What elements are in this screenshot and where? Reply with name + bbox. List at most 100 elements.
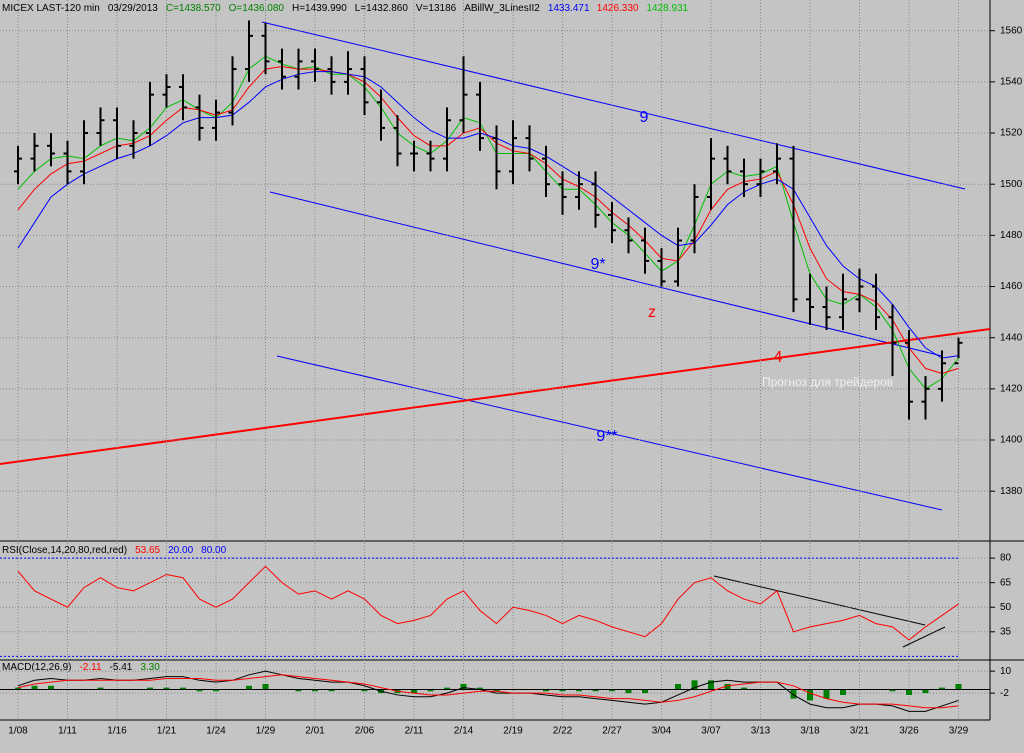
histogram-bar [922, 689, 929, 694]
histogram-bar [889, 689, 896, 692]
histogram-bar [576, 689, 582, 692]
x-tick-label: 3/21 [850, 726, 870, 737]
plot-area [0, 0, 990, 720]
histogram-bar [955, 683, 962, 690]
histogram-bar [906, 689, 912, 695]
header-item: V=13186 [416, 3, 457, 14]
y-tick-label: 1380 [1000, 486, 1023, 497]
ohlc-bar [63, 140, 72, 185]
ohlc-bar [723, 145, 732, 185]
ohlc-bar [14, 145, 22, 185]
annotation: 9** [596, 428, 617, 445]
ohlc-bar [278, 48, 286, 90]
ohlc-bar [674, 227, 682, 287]
histogram-bar [609, 689, 615, 692]
line-series [17, 55, 959, 390]
ohlc-bar [954, 337, 963, 365]
histogram-bar [31, 685, 38, 690]
ohlc-bar [212, 99, 220, 141]
ohlc-bar [377, 89, 385, 141]
ohlc-bar [393, 115, 402, 167]
y-tick-label: 1440 [1000, 332, 1023, 343]
x-tick-label: 2/14 [454, 726, 474, 737]
ohlc-bar [855, 268, 864, 313]
x-tick-label: 1/08 [8, 726, 28, 737]
ohlc-bar [129, 120, 138, 159]
ohlc-bar [410, 140, 418, 172]
ohlc-bar [525, 125, 534, 172]
panel-header: MACD(12,26,9) -2.11 -5.41 3.30 [2, 662, 160, 673]
histogram-bar [361, 689, 368, 692]
histogram-bar [708, 680, 714, 690]
header-item: L=1432.860 [355, 3, 409, 14]
x-tick-label: 1/29 [256, 726, 276, 737]
x-tick-label: 2/11 [405, 726, 424, 737]
y-tick-label: 1420 [1000, 383, 1023, 394]
header-item: 1426.330 [597, 3, 639, 14]
ohlc-bar [228, 56, 237, 126]
histogram-bar [559, 689, 566, 692]
ohlc-bar [146, 81, 154, 146]
ohlc-bar [608, 202, 616, 244]
histogram-bar [48, 685, 54, 690]
ohlc-bar [179, 74, 187, 121]
line-series [17, 71, 959, 359]
x-tick-label: 3/18 [800, 726, 820, 737]
ohlc-bar [542, 145, 550, 197]
ohlc-bar [509, 120, 517, 185]
y-tick-label: 80 [1000, 553, 1012, 564]
x-tick-label: 1/21 [157, 726, 177, 737]
histogram-bar [790, 689, 797, 699]
x-tick-label: 3/04 [652, 726, 672, 737]
ohlc-bar [641, 227, 649, 274]
annotation: 9* [590, 256, 605, 273]
histogram-bar [427, 689, 434, 692]
ohlc-bar [789, 145, 798, 313]
x-tick-label: 1/16 [107, 726, 127, 737]
line-series [17, 565, 959, 641]
histogram-bar [625, 689, 632, 694]
y-tick-label: 1460 [1000, 281, 1023, 292]
histogram-bar [493, 689, 500, 692]
trendline [0, 328, 991, 465]
header-item: 1428.931 [647, 3, 689, 14]
histogram-bar [741, 687, 747, 690]
header-item: 1433.471 [548, 3, 590, 14]
y-tick-label: 1520 [1000, 128, 1023, 139]
header-item: 53.65 [135, 545, 160, 556]
histogram-bar [15, 687, 21, 690]
ohlc-bar [96, 107, 105, 146]
header-item: H=1439.990 [292, 3, 347, 14]
histogram-bar [675, 683, 681, 690]
histogram-bar [691, 680, 698, 690]
ohlc-bar [806, 273, 814, 325]
histogram-bar [213, 689, 219, 692]
ohlc-bar [261, 23, 270, 75]
ohlc-bar [872, 273, 880, 331]
ohlc-bar [30, 133, 39, 172]
header-item: O=1436.080 [229, 3, 285, 14]
histogram-bar [444, 687, 450, 690]
histogram-bar [724, 683, 731, 690]
x-tick-label: 3/26 [899, 726, 919, 737]
x-tick-label: 3/13 [751, 726, 771, 737]
ohlc-bar [888, 304, 897, 377]
histogram-bar [196, 689, 203, 692]
ohlc-bar [47, 133, 55, 167]
ohlc-bar [575, 171, 583, 210]
histogram-bar [97, 687, 104, 690]
histogram-bar [592, 689, 599, 692]
histogram-bar [840, 689, 846, 695]
ohlc-bar [905, 330, 913, 420]
header-item: 3.30 [140, 662, 160, 673]
x-tick-label: 2/06 [355, 726, 375, 737]
x-tick-label: 1/24 [206, 726, 226, 737]
header-item: -5.41 [110, 662, 133, 673]
ohlc-bar [740, 158, 748, 197]
ohlc-bar [938, 350, 946, 402]
annotation: 4 [774, 349, 783, 366]
annotation: z [648, 304, 656, 321]
ohlc-bar [591, 171, 600, 228]
histogram-bar [543, 689, 549, 692]
